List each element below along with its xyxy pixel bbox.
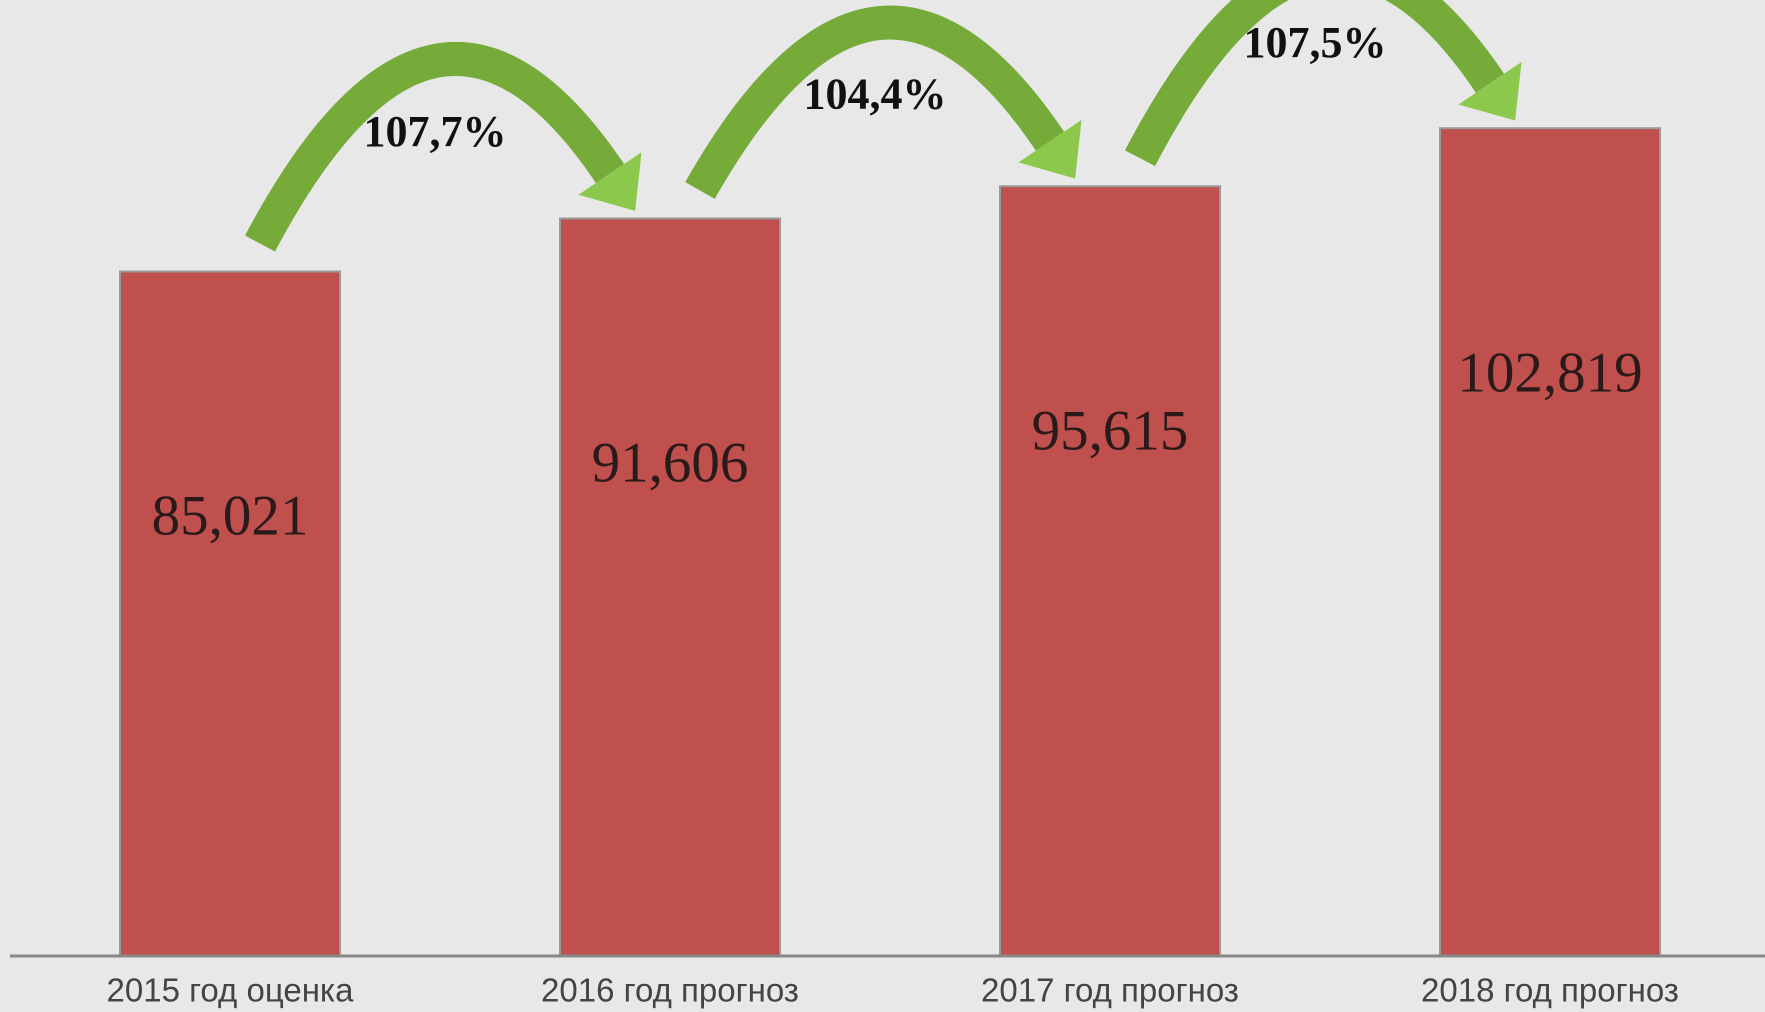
value-label: 95,615	[1032, 399, 1189, 462]
growth-arrow	[244, 41, 625, 252]
x-tick-label: 2018 год прогноз	[1421, 972, 1679, 1009]
value-label: 102,819	[1457, 341, 1642, 404]
growth-label: 104,4%	[804, 70, 947, 119]
x-tick-label: 2017 год прогноз	[981, 972, 1239, 1009]
x-tick-label: 2016 год прогноз	[541, 972, 799, 1009]
growth-label: 107,7%	[364, 107, 507, 156]
arrow-head	[578, 152, 642, 211]
growth-arrow	[685, 5, 1065, 199]
x-tick-label: 2015 год оценка	[107, 972, 355, 1009]
bar	[999, 185, 1221, 958]
arrow-head	[1458, 62, 1522, 121]
growth-arrow	[1124, 0, 1505, 167]
bar	[119, 270, 341, 957]
bar	[1439, 127, 1661, 957]
value-label: 91,606	[592, 432, 749, 495]
arrow-head	[1018, 119, 1082, 179]
bar	[559, 217, 781, 957]
value-label: 85,021	[152, 485, 309, 548]
growth-label: 107,5%	[1244, 18, 1387, 67]
